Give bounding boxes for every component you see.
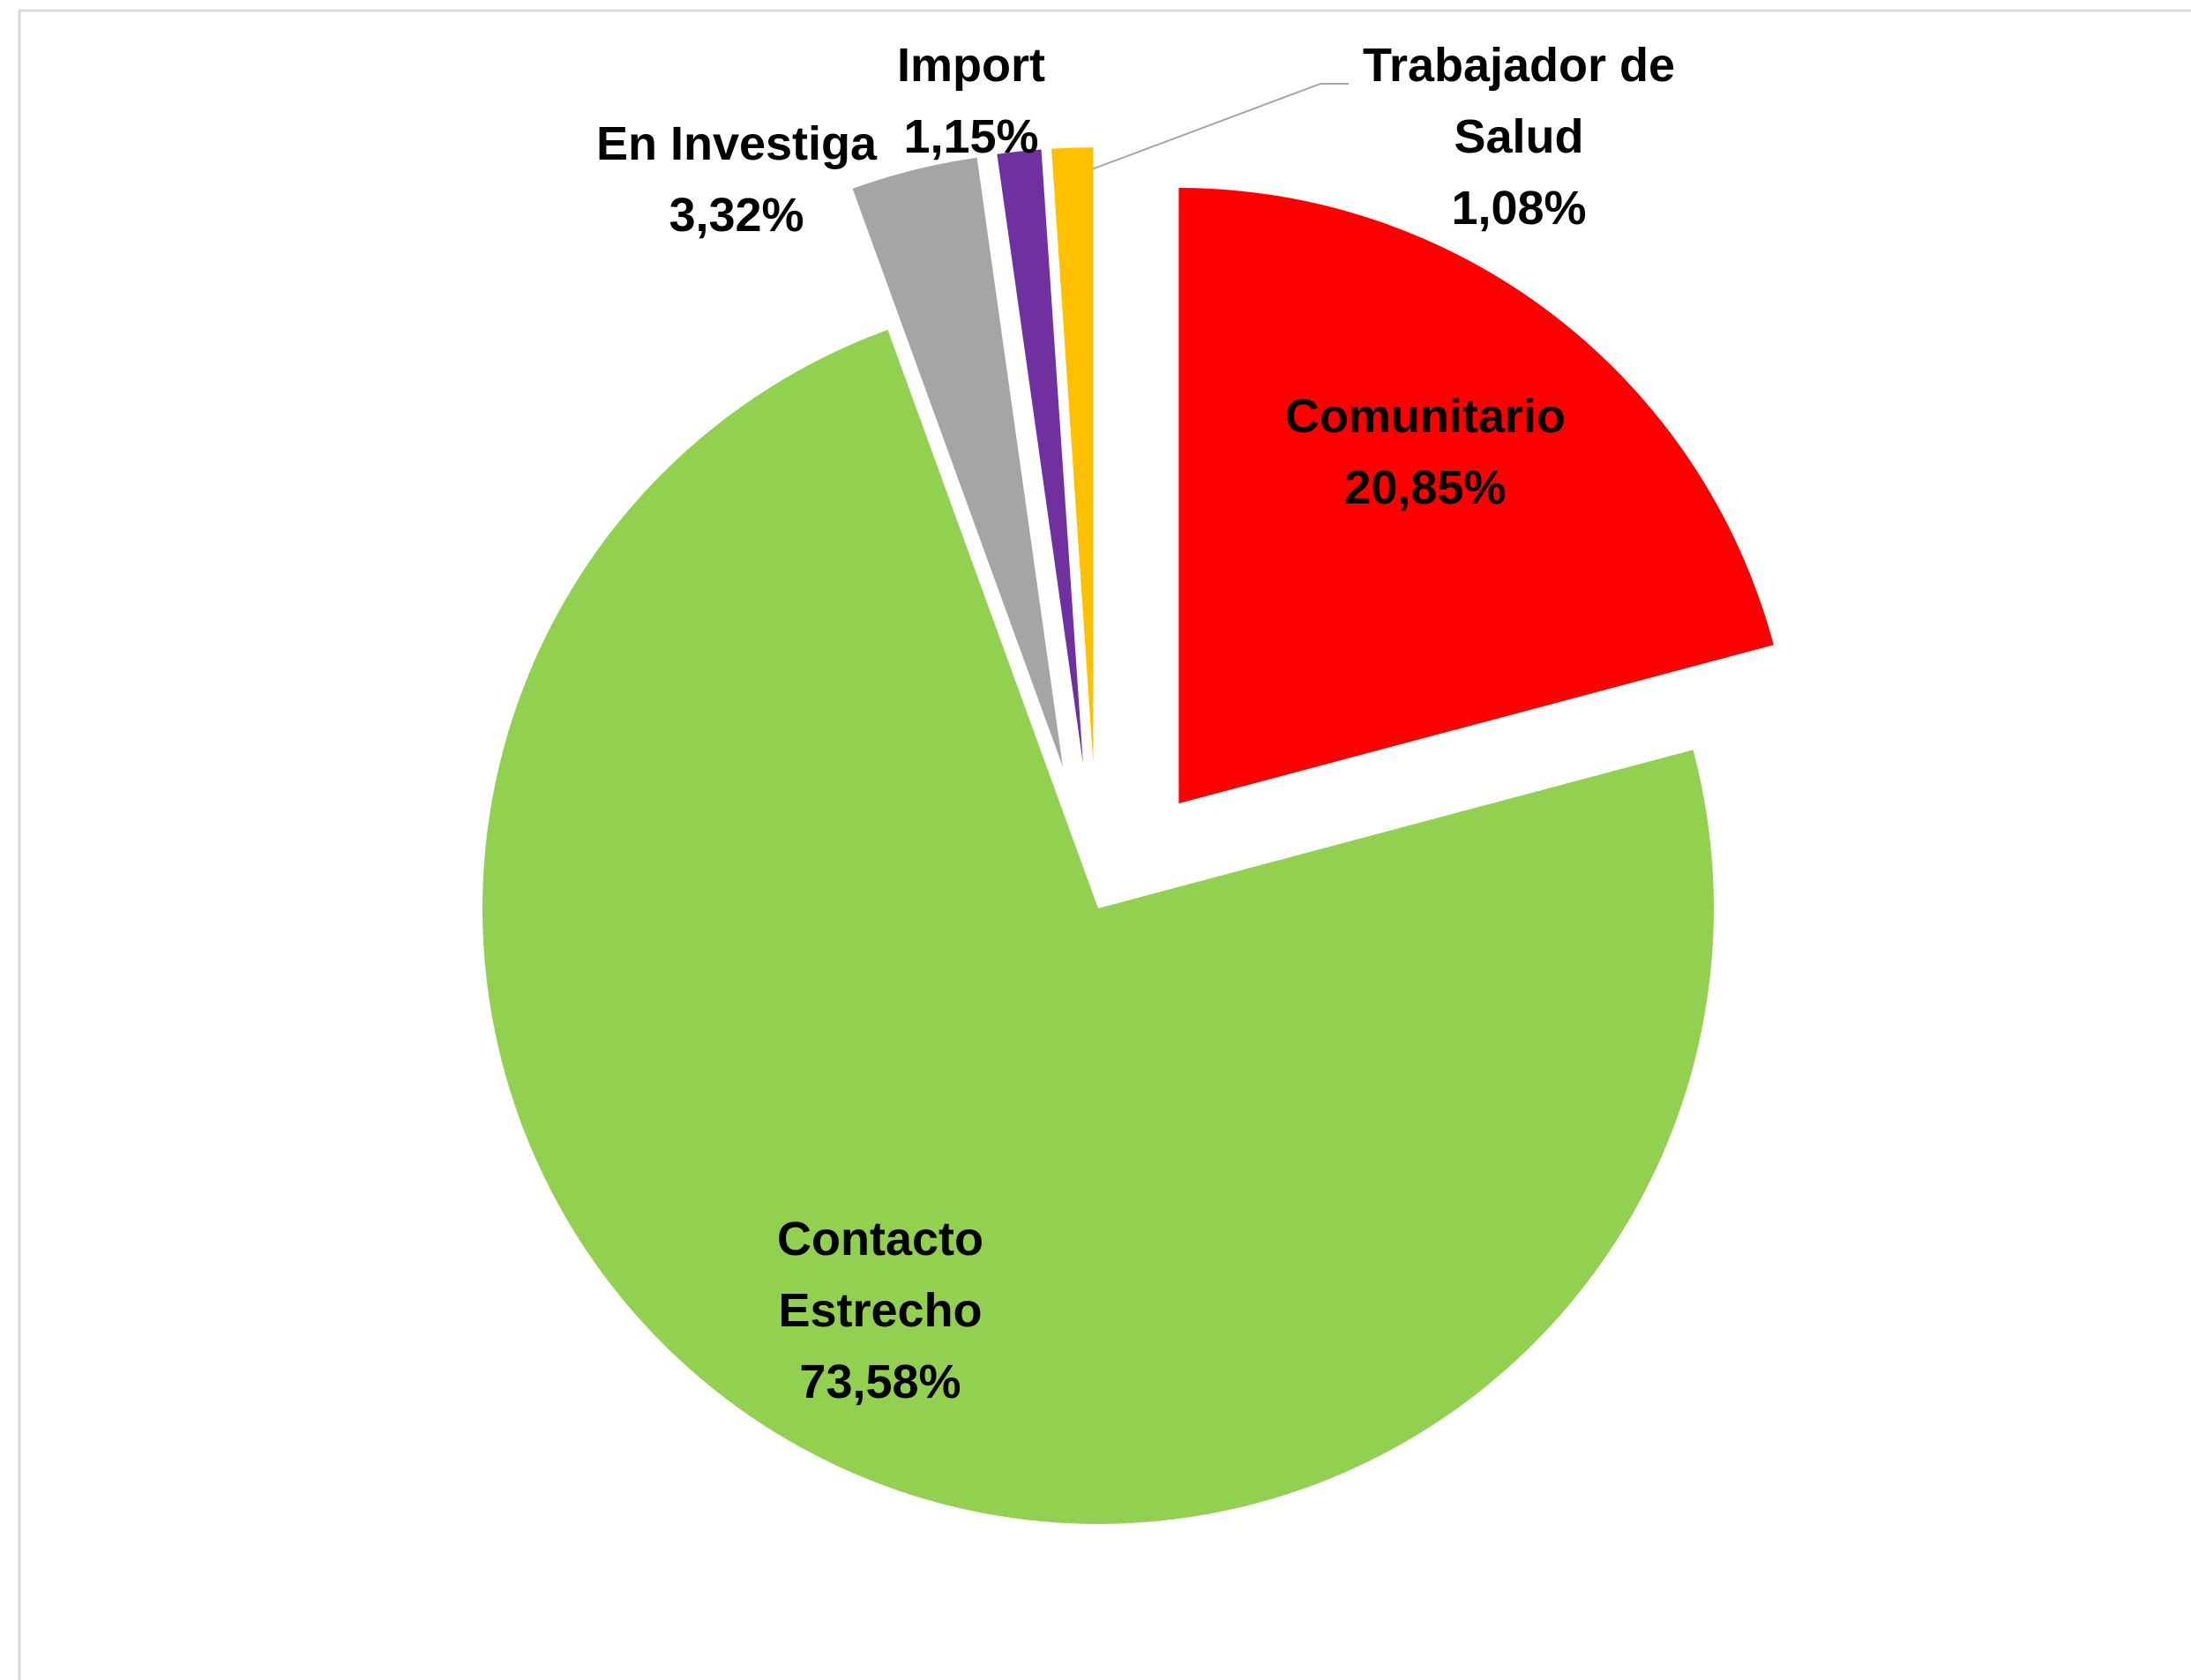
pie-slice bbox=[1051, 147, 1094, 764]
slice-label: Import 1,15% bbox=[795, 30, 1148, 173]
pie-slice bbox=[852, 157, 1064, 767]
value-label: 1,08% bbox=[1451, 182, 1587, 235]
value-label: 3,32% bbox=[669, 189, 804, 242]
slice-label: En Investiga 3,32% bbox=[472, 108, 1001, 251]
category-label: Import bbox=[897, 39, 1045, 92]
category-label: En Investiga bbox=[595, 117, 878, 170]
slice-label: Trabajador de Salud 1,08% bbox=[1325, 30, 1713, 244]
slice-label: Comunitario 20,85% bbox=[1161, 381, 1690, 524]
value-label: 73,58% bbox=[799, 1355, 961, 1408]
slice-label: Contacto Estrecho 73,58% bbox=[704, 1204, 1057, 1418]
pie-slice bbox=[1178, 188, 1774, 804]
chart-border bbox=[18, 9, 2191, 1680]
value-label: 20,85% bbox=[1344, 461, 1507, 514]
pie-slice bbox=[482, 330, 1714, 1525]
value-label: 1,15% bbox=[903, 110, 1039, 163]
category-label: Contacto Estrecho bbox=[777, 1213, 983, 1337]
leader-line bbox=[1088, 83, 1349, 171]
category-label: Comunitario bbox=[1285, 390, 1566, 443]
pie-slice bbox=[997, 149, 1083, 764]
category-label: Trabajador de Salud bbox=[1362, 39, 1676, 163]
